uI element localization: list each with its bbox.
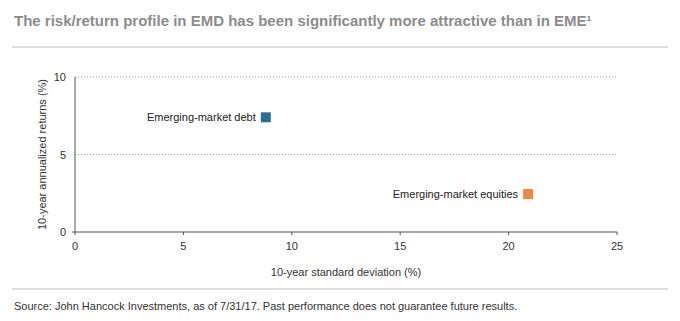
x-axis-label: 10-year standard deviation (%) — [271, 266, 421, 278]
x-tick-label: 10 — [286, 240, 298, 252]
title: The risk/return profile in EMD has been … — [14, 12, 592, 29]
y-axis — [75, 77, 76, 232]
marks — [261, 112, 533, 199]
x-tick-label: 5 — [180, 240, 186, 252]
x-tick-label: 20 — [502, 240, 514, 252]
y-tick-label: 5 — [60, 149, 66, 161]
point — [523, 189, 533, 199]
y-axis-label: 10-year annualized returns (%) — [36, 79, 48, 230]
x-tick-label: 15 — [394, 240, 406, 252]
point — [261, 112, 271, 122]
title-rule — [12, 47, 668, 48]
chart-svg: The risk/return profile in EMD has been … — [0, 0, 680, 321]
grid-line — [75, 154, 617, 155]
point-label: Emerging-market equities — [393, 188, 519, 200]
chart-container: The risk/return profile in EMD has been … — [0, 0, 680, 321]
source-note: Source: John Hancock Investments, as of … — [14, 300, 517, 312]
x-tick-label: 25 — [611, 240, 623, 252]
grid-line — [75, 77, 617, 78]
x-tick-label: 0 — [72, 240, 78, 252]
point-label: Emerging-market debt — [147, 111, 256, 123]
point-labels: Emerging-market debt Emerging-market equi… — [147, 111, 519, 200]
y-tick-label: 10 — [54, 71, 66, 83]
source-rule — [12, 289, 668, 290]
x-axis — [75, 232, 617, 233]
y-tick-label: 0 — [60, 226, 66, 238]
